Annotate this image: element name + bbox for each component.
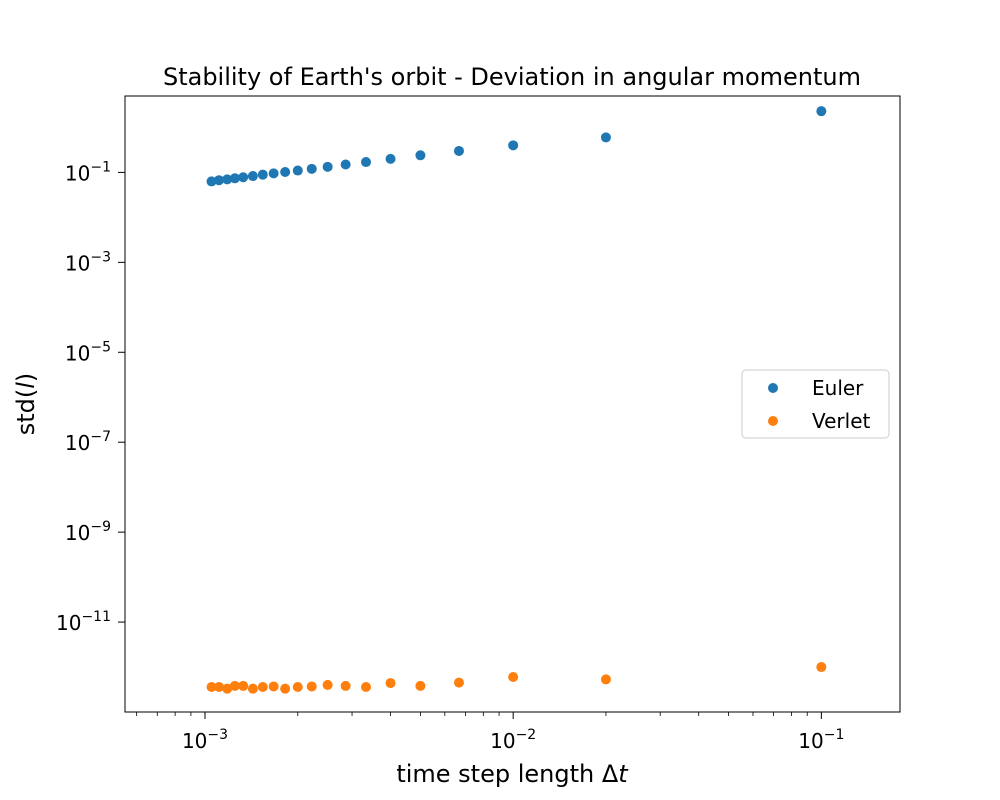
verlet-point — [600, 674, 611, 685]
euler-point — [280, 167, 291, 178]
legend-marker-verlet — [768, 416, 778, 426]
euler-point — [247, 171, 258, 182]
verlet-point — [508, 672, 519, 683]
y-axis-label-part: std( — [12, 389, 40, 436]
y-tick-exponent: −5 — [90, 339, 111, 355]
y-tick-base: 10 — [65, 251, 90, 275]
axes-frame — [124, 95, 901, 713]
verlet-point — [247, 683, 258, 694]
x-tick-base: 10 — [182, 729, 207, 753]
verlet-point — [206, 681, 217, 692]
verlet-point — [361, 681, 372, 692]
y-axis-label-part: ) — [12, 373, 40, 382]
x-tick-base: 10 — [798, 729, 823, 753]
y-tick-label: 10−5 — [65, 339, 111, 365]
y-tick-exponent: −3 — [90, 249, 111, 265]
y-tick-label: 10−9 — [65, 519, 111, 545]
y-tick-label: 10−3 — [65, 249, 111, 275]
y-tick-label: 10−11 — [56, 609, 111, 635]
series-euler — [206, 106, 827, 187]
legend-label-euler: Euler — [812, 376, 864, 400]
euler-point — [361, 157, 372, 168]
verlet-point — [816, 662, 827, 673]
legend: Euler Verlet — [741, 369, 890, 439]
y-tick-exponent: −9 — [90, 519, 111, 535]
legend-label-verlet: Verlet — [812, 409, 871, 433]
euler-point — [415, 150, 426, 161]
data-points — [206, 106, 827, 694]
euler-point — [816, 106, 827, 117]
euler-point — [222, 174, 233, 185]
verlet-point — [213, 681, 224, 692]
euler-point — [206, 176, 217, 187]
verlet-point — [453, 677, 464, 688]
y-tick-base: 10 — [65, 341, 90, 365]
x-tick-exponent: −2 — [516, 727, 537, 743]
euler-point — [385, 153, 396, 164]
y-tick-label: 10−1 — [65, 159, 111, 185]
x-tick-exponent: −1 — [824, 727, 845, 743]
euler-point — [306, 163, 317, 174]
y-axis-label-part: l — [12, 382, 40, 389]
y-axis-label: std(l) — [12, 373, 40, 436]
euler-point — [600, 132, 611, 143]
y-tick-base: 10 — [56, 611, 81, 635]
verlet-point — [257, 681, 268, 692]
verlet-point — [222, 683, 233, 694]
x-tick-label: 10−3 — [182, 727, 228, 753]
x-axis-label-part: time step length Δ — [396, 760, 619, 788]
euler-point — [257, 169, 268, 180]
verlet-point — [238, 680, 249, 691]
euler-point — [292, 165, 303, 176]
y-tick-base: 10 — [65, 521, 90, 545]
euler-point — [453, 145, 464, 156]
y-tick-label: 10−7 — [65, 429, 111, 455]
verlet-point — [280, 683, 291, 694]
legend-marker-euler — [768, 383, 778, 393]
x-tick-exponent: −3 — [207, 727, 228, 743]
chart-title: Stability of Earth's orbit - Deviation i… — [163, 63, 861, 91]
verlet-point — [268, 681, 279, 692]
y-tick-exponent: −7 — [90, 429, 111, 445]
euler-point — [229, 173, 240, 184]
y-tick-exponent: −11 — [81, 609, 111, 625]
legend-box — [741, 369, 890, 439]
x-tick-base: 10 — [490, 729, 515, 753]
verlet-point — [229, 680, 240, 691]
verlet-point — [385, 678, 396, 689]
euler-point — [340, 159, 351, 170]
verlet-point — [306, 681, 317, 692]
euler-point — [268, 168, 279, 179]
x-tick-label: 10−2 — [490, 727, 536, 753]
verlet-point — [322, 679, 333, 690]
y-tick-base: 10 — [65, 161, 90, 185]
x-axis-label: time step length Δt — [396, 760, 629, 788]
series-verlet — [206, 662, 827, 694]
x-tick-label: 10−1 — [798, 727, 844, 753]
verlet-point — [292, 681, 303, 692]
verlet-point — [415, 680, 426, 691]
x-axis-ticks: 10−3 10−2 10−1 — [136, 712, 844, 753]
y-tick-exponent: −1 — [90, 159, 111, 175]
euler-point — [213, 175, 224, 186]
euler-point — [322, 161, 333, 172]
y-tick-base: 10 — [65, 431, 90, 455]
verlet-point — [340, 680, 351, 691]
euler-point — [238, 172, 249, 183]
euler-point — [508, 140, 519, 151]
x-axis-label-part: t — [618, 760, 629, 788]
